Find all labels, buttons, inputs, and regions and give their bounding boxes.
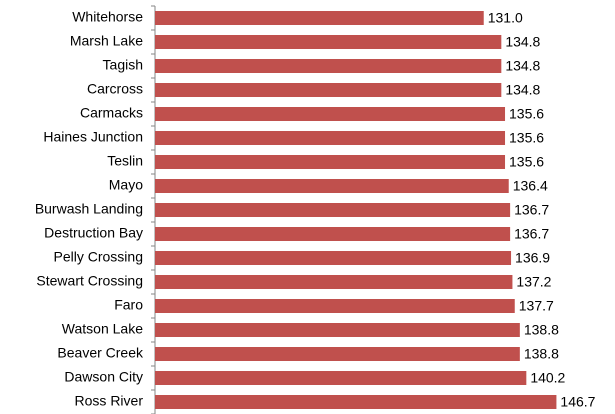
bar [155,227,511,241]
category-label: Haines Junction [43,129,143,145]
value-label: 131.0 [488,10,523,26]
category-label: Destruction Bay [44,225,143,241]
bar [155,83,502,97]
bar [155,275,513,289]
value-label: 136.4 [513,178,548,194]
value-label: 137.7 [519,298,554,314]
category-label: Tagish [103,57,143,73]
category-label: Beaver Creek [57,345,144,361]
bar [155,323,520,337]
value-label: 135.6 [509,130,544,146]
category-label: Dawson City [64,369,143,385]
value-label: 138.8 [524,346,559,362]
bar [155,395,557,409]
category-label: Stewart Crossing [36,273,143,289]
value-label: 140.2 [530,370,565,386]
category-label: Whitehorse [72,9,143,25]
bar [155,155,506,169]
value-label: 134.8 [505,34,540,50]
value-label: 134.8 [505,82,540,98]
category-label: Mayo [109,177,143,193]
bar [155,347,520,361]
bar [155,11,484,25]
value-label: 138.8 [524,322,559,338]
value-label: 136.7 [514,226,549,242]
value-label: 146.7 [560,394,595,410]
value-label: 136.9 [515,250,550,266]
category-label: Burwash Landing [35,201,143,217]
category-label: Watson Lake [62,321,143,337]
bar [155,59,502,73]
category-label: Faro [114,297,143,313]
value-label: 136.7 [514,202,549,218]
bar [155,179,509,193]
category-label: Teslin [107,153,143,169]
bar [155,371,527,385]
value-label: 134.8 [505,58,540,74]
category-label: Carcross [87,81,143,97]
bar [155,203,511,217]
value-label: 135.6 [509,154,544,170]
value-label: 135.6 [509,106,544,122]
bar [155,131,506,145]
category-label: Marsh Lake [70,33,143,49]
category-label: Ross River [75,393,144,409]
bar [155,251,512,265]
bar [155,35,502,49]
bar [155,107,506,121]
category-label: Pelly Crossing [54,249,143,265]
value-label: 137.2 [516,274,551,290]
category-label: Carmacks [80,105,143,121]
bar [155,299,515,313]
